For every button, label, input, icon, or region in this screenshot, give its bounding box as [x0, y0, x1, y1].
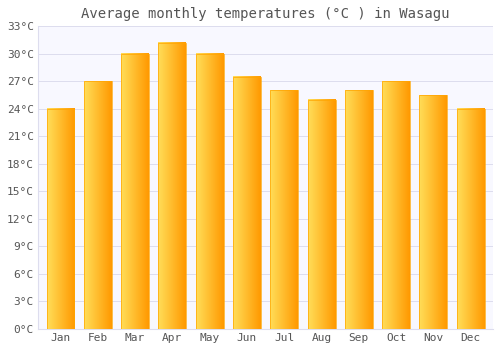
Bar: [158, 43, 186, 329]
Bar: [233, 77, 261, 329]
Bar: [456, 109, 484, 329]
Bar: [84, 81, 112, 329]
Title: Average monthly temperatures (°C ) in Wasagu: Average monthly temperatures (°C ) in Wa…: [82, 7, 450, 21]
Bar: [420, 95, 448, 329]
Bar: [382, 81, 410, 329]
Bar: [270, 90, 298, 329]
Bar: [46, 109, 74, 329]
Bar: [345, 90, 373, 329]
Bar: [308, 100, 336, 329]
Bar: [121, 54, 149, 329]
Bar: [196, 54, 224, 329]
